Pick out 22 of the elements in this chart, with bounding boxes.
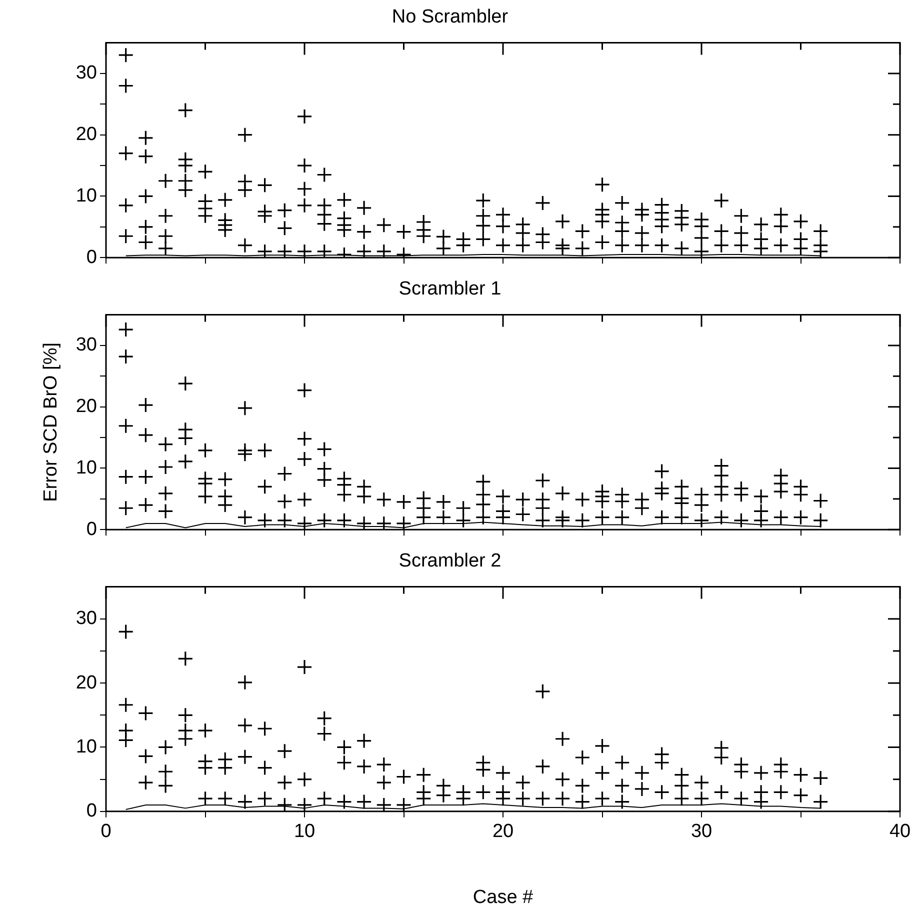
x-tick-label: 0: [100, 821, 112, 842]
x-tick-label: 40: [889, 821, 911, 842]
y-tick-label: 0: [86, 800, 97, 822]
x-tick-label: 20: [492, 821, 514, 842]
y-tick-label: 10: [76, 185, 97, 206]
x-tick-label: 10: [294, 821, 316, 842]
y-axis-title: Error SCD BrO [%]: [40, 342, 62, 502]
x-tick-label: 30: [690, 821, 712, 842]
y-tick-label: 10: [76, 457, 97, 478]
y-tick-label: 0: [86, 518, 97, 540]
y-tick-label: 20: [76, 672, 97, 694]
chart-title: No Scrambler: [392, 6, 509, 28]
x-axis-title: Case #: [472, 886, 534, 908]
y-tick-label: 0: [86, 246, 97, 268]
y-tick-label: 30: [76, 334, 97, 356]
y-tick-label: 10: [76, 736, 97, 758]
chart-title: Scrambler 1: [398, 278, 502, 300]
y-tick-label: 20: [76, 124, 97, 146]
y-tick-label: 20: [76, 396, 97, 418]
chart-title: Scrambler 2: [398, 550, 502, 572]
y-tick-label: 30: [76, 62, 97, 84]
y-tick-label: 30: [76, 608, 97, 630]
